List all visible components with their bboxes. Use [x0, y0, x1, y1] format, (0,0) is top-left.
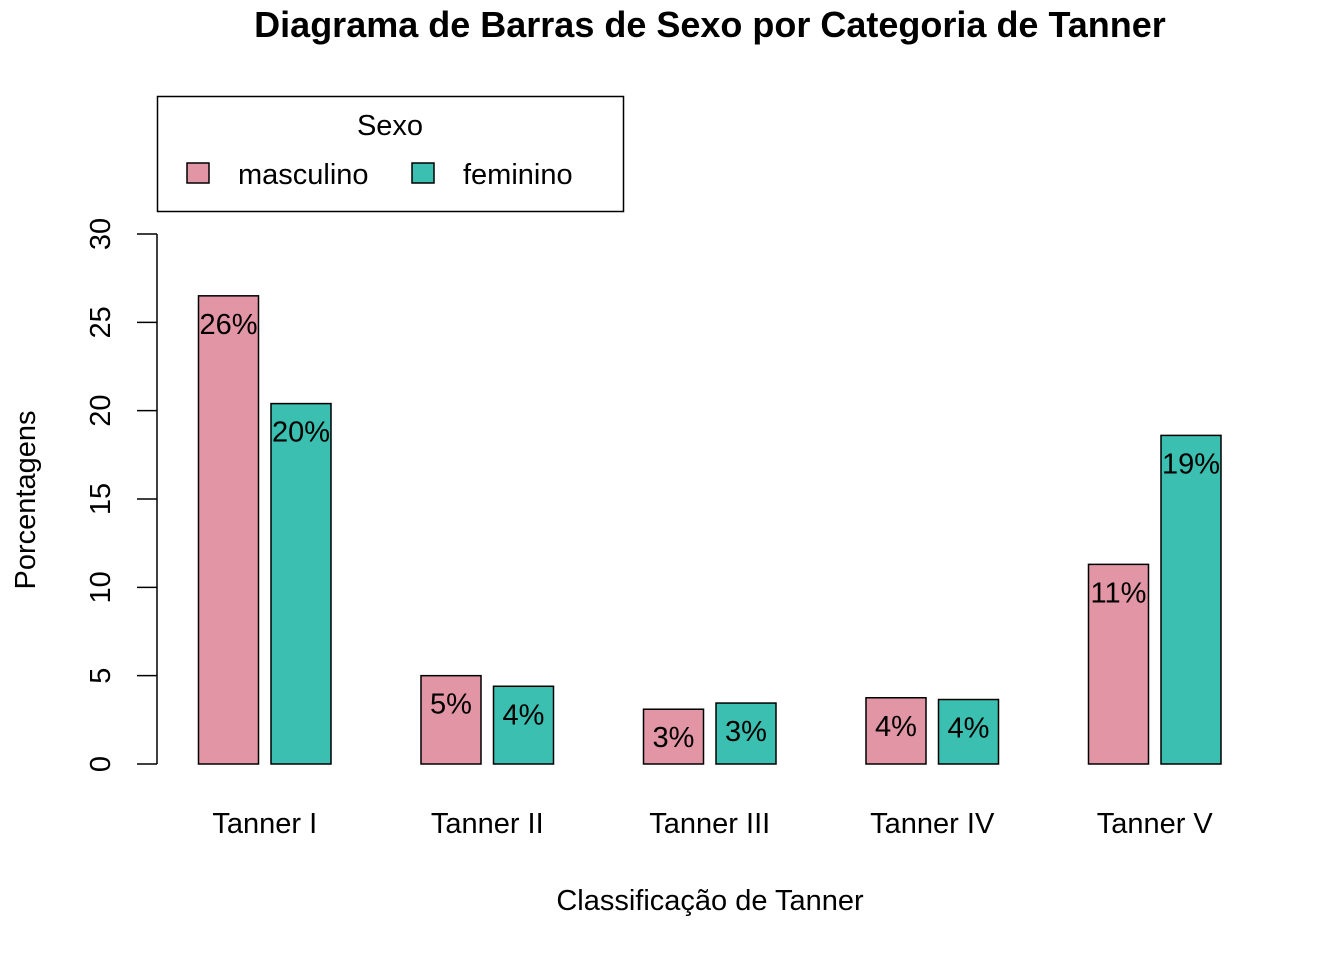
bar-feminino-3	[937, 698, 1000, 765]
y-tick-label: 30	[85, 218, 117, 250]
bar-feminino-2	[715, 702, 777, 765]
y-tick-label: 20	[85, 395, 117, 427]
chart-title: Diagrama de Barras de Sexo por Categoria…	[254, 4, 1166, 45]
y-tick-label: 10	[85, 571, 117, 603]
legend-title: Sexo	[357, 110, 423, 142]
y-axis: 0 5 10 15 20 25 30	[85, 218, 158, 772]
data-label-feminino-1: 4%	[503, 699, 545, 731]
data-label-masculino-0: 26%	[199, 309, 257, 341]
x-tick-labels: Tanner I Tanner II Tanner III Tanner IV Tann…	[212, 808, 1213, 840]
data-label-feminino-3: 4%	[948, 713, 990, 745]
x-tick-label: Tanner IV	[870, 808, 995, 840]
data-label-masculino-4: 11%	[1091, 577, 1147, 609]
y-axis-label: Porcentagens	[10, 411, 42, 590]
bar-feminino-4	[1160, 434, 1222, 765]
y-tick-label: 0	[85, 756, 117, 772]
y-tick-label: 15	[85, 483, 117, 515]
legend: Sexo masculino feminino	[156, 95, 625, 213]
bar-feminino-1	[492, 685, 555, 765]
bar-feminino-0	[270, 402, 332, 765]
legend-swatch-masculino	[186, 162, 210, 184]
data-label-masculino-1: 5%	[430, 689, 472, 721]
data-label-feminino-2: 3%	[725, 716, 767, 748]
bar-masculino-4	[1087, 563, 1150, 765]
data-label-masculino-3: 4%	[875, 711, 917, 743]
legend-swatch-feminino	[411, 162, 435, 184]
y-tick-label: 5	[85, 668, 117, 684]
bar-masculino-3	[865, 697, 927, 765]
data-label-masculino-2: 3%	[653, 722, 695, 754]
legend-label-masculino: masculino	[238, 159, 369, 191]
x-tick-label: Tanner I	[212, 808, 317, 840]
bar-masculino-1	[420, 674, 482, 765]
x-tick-label: Tanner II	[431, 808, 544, 840]
x-axis-label: Classificação de Tanner	[556, 885, 864, 917]
bars: 26% 20% 5% 4% 3% 3% 4% 4% 11% 19%	[197, 295, 1222, 765]
x-tick-label: Tanner III	[649, 808, 770, 840]
x-tick-label: Tanner V	[1097, 808, 1214, 840]
bar-masculino-0	[197, 295, 260, 765]
legend-box	[156, 95, 625, 213]
legend-label-feminino: feminino	[463, 159, 573, 191]
data-label-feminino-0: 20%	[272, 417, 330, 449]
bar-masculino-2	[642, 708, 705, 765]
data-label-feminino-4: 19%	[1162, 448, 1220, 480]
y-tick-label: 25	[85, 306, 117, 338]
